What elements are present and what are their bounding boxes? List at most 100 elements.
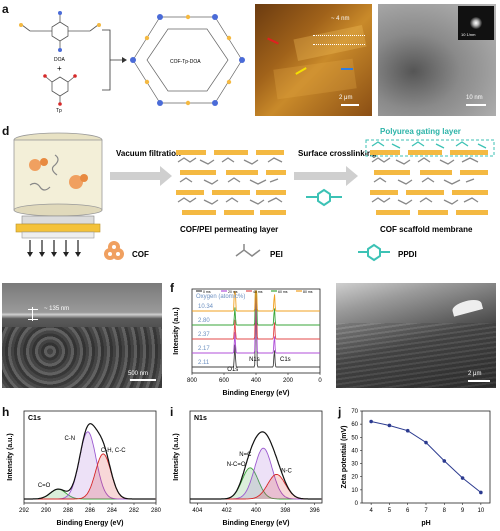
j-x-tick-label-5: 9 [461,508,465,514]
j-x-tick-label-2: 6 [406,508,410,514]
vacuum-filtration-arrow [110,166,172,186]
xps-c1s-chart: Binding Energy (eV) Intensity (a.u.) 292 29… [7,410,162,527]
i-title: N1s [194,415,207,422]
tem-image: 10 1/nm 10 nm [378,4,496,116]
h-component-label-2: C-H, C-C [101,448,126,454]
cof-pei-layer-label: COF/PEI permeating layer [180,225,278,234]
f-oxygen-value-3: 2.80 [198,318,210,324]
h-x-tick-label-1: 290 [41,508,52,514]
j-data-point-2 [405,428,410,433]
j-x-tick-label-0: 4 [369,508,373,514]
j-series-line [370,421,482,493]
polyurea-gating-box [365,139,495,157]
f-legend-label-1: 20 ms [228,290,238,294]
i-x-tick-label-1: 402 [222,508,233,514]
f-x-tick-label-4: 0 [318,378,322,384]
tp-label: Tp [56,108,62,114]
legend-cof-icon [104,241,124,260]
h-component-label-1: C-N [64,436,75,442]
f-y-axis-label: Intensity (a.u.) [173,307,180,354]
f-oxygen-value-2: 2.37 [198,332,210,338]
h-x-tick-label-3: 286 [85,508,96,514]
red-arrow-icon [267,37,279,45]
cof-pei-layer [176,150,286,215]
zeta-potential-chart: pH Zeta potential (mV) 4 5 6 7 8 9 10 0 10 20 30 40 50… [341,409,491,527]
legend-ppdi-icon [358,243,390,262]
j-data-point-1 [387,423,392,428]
plus-sign: + [57,64,62,73]
i-x-axis-label: Binding Energy (eV) [223,520,290,527]
reaction-arrow [102,29,122,91]
j-x-tick-label-6: 10 [478,508,485,514]
f-x-tick-label-1: 600 [219,378,230,384]
i-component-label-0: N-C=O [227,462,246,468]
f-legend-label-4: 80 ms [303,290,313,294]
f-oxygen-value-0: 2.11 [198,360,210,366]
h-envelope-line [24,423,156,500]
f-peak-label-c1s: C1s [280,357,291,363]
j-data-point-6 [479,490,483,495]
f-series-line-4 [192,290,320,312]
cof-product-label: COF-Tp-DOA [170,59,201,65]
j-x-tick-label-4: 8 [443,508,447,514]
h-x-tick-label-0: 292 [19,508,30,514]
ppdi-icon [306,188,342,207]
legend-ppdi-label: PPDI [398,250,417,259]
panel-d-schematic: Vacuum filtration COF/PEI permeating lay… [13,127,495,262]
i-component-label-2: N-C [281,468,292,474]
panel-label-a: a [2,2,9,16]
j-y-tick-label-1: 10 [351,488,358,494]
f-x-axis-label: Binding Energy (eV) [223,390,290,397]
j-y-tick-label-6: 60 [351,422,358,428]
thickness-label: ~ 135 nm [44,306,70,312]
legend-pei-icon [235,244,261,257]
j-x-tick-label-3: 7 [424,508,428,514]
sem-surface-image: 2 μm [336,283,496,388]
surface-crosslinking-arrow [294,166,358,186]
height-profile-line-bottom [313,44,365,45]
polyurea-layer-label: Polyurea gating layer [380,127,461,136]
f-x-tick-label-2: 400 [251,378,262,384]
h-x-tick-label-6: 280 [151,508,162,514]
sem-g-scalebar [468,380,490,382]
h-title: C1s [28,415,41,422]
j-x-tick-label-1: 5 [388,508,392,514]
h-x-tick-label-4: 284 [107,508,118,514]
h-x-tick-label-2: 288 [63,508,74,514]
sem-cross-section-image: ~ 135 nm 500 nm [2,283,162,388]
h-x-axis-label: Binding Energy (eV) [57,520,124,527]
j-data-point-5 [460,476,465,480]
cof-scaffold-label: COF scaffold membrane [380,225,473,234]
legend-cof-label: COF [132,250,149,259]
saed-scalebar-label: 10 1/nm [461,32,476,37]
j-y-tick-label-4: 40 [351,448,358,454]
i-y-axis-label: Intensity (a.u.) [173,433,180,480]
saed-inset: 10 1/nm [458,6,494,40]
f-peak-label-o1s: O1s [227,367,238,373]
panel-label-f: f [170,281,174,295]
doa-structure [19,11,101,52]
i-x-tick-label-3: 398 [280,508,291,514]
afm-image: ~ 4 nm 2 μm [255,4,372,116]
f-oxygen-title: Oxygen (atomic%) [196,294,245,300]
tem-scalebar [466,104,486,106]
i-x-tick-label-4: 396 [310,508,321,514]
j-y-tick-label-0: 0 [355,501,359,507]
h-y-axis-label: Intensity (a.u.) [7,433,14,480]
afm-height-label: ~ 4 nm [331,16,350,22]
j-y-tick-label-3: 30 [351,462,358,468]
legend-pei-label: PEI [270,250,283,259]
i-component-1 [190,447,322,500]
f-legend-label-3: 60 ms [278,290,288,294]
i-component-label-1: N=C [239,452,252,458]
xps-n1s-chart: Binding Energy (eV) Intensity (a.u.) 404 40… [173,410,323,527]
i-envelope-line [190,431,322,500]
j-x-axis-label: pH [421,520,430,527]
reaction-arrowhead [122,57,127,63]
f-peak-label-n1s: N1s [249,357,260,363]
flow-arrows [29,240,79,252]
xps-survey-chart: Binding Energy (eV) Intensity (a.u.) 800 60… [173,288,322,397]
cof-nodes [130,14,245,106]
afm-scalebar-label: 2 μm [339,95,353,101]
panel-label-h: h [2,405,10,419]
